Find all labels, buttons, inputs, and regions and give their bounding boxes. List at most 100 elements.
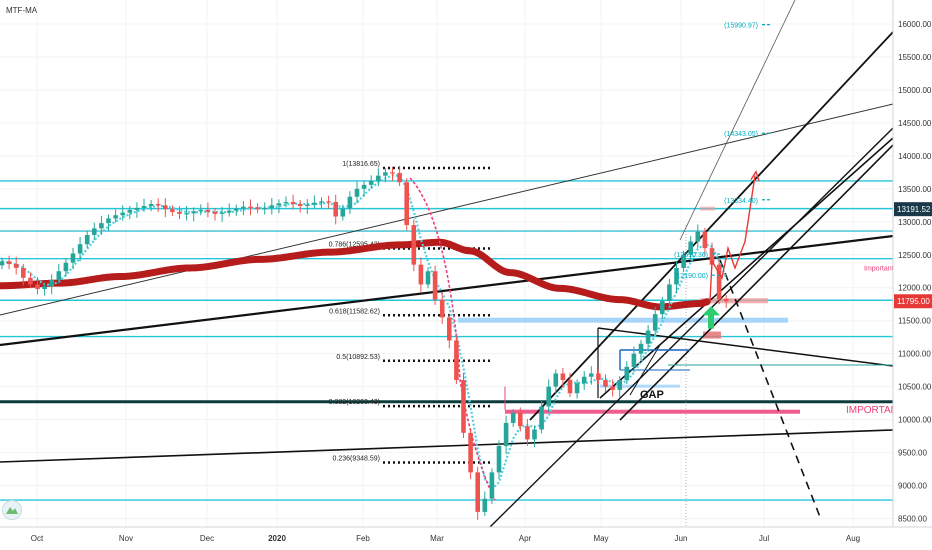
indicator-label[interactable]: MTF-MA [6, 6, 38, 15]
candle [503, 415, 509, 454]
candle [49, 274, 54, 295]
candle [163, 198, 168, 218]
fib-level-label: 0.236(9348.59) [333, 456, 380, 463]
candle [418, 257, 424, 293]
candle-body [191, 211, 196, 214]
candle [532, 425, 537, 448]
candle [70, 247, 76, 270]
candle [106, 214, 111, 232]
important-label: IMPORTANT [846, 405, 904, 416]
candle [546, 379, 551, 412]
candle-body [283, 202, 289, 204]
price-tick-label: 8500.00 [898, 515, 927, 524]
candle [496, 440, 502, 479]
time-axis[interactable]: Oct Nov Dec 2020 Feb Mar Apr May Jun Jul Aug [0, 526, 932, 550]
gap-annotation: GAP [640, 389, 664, 401]
candle-body [35, 284, 40, 290]
projection-label: (12190.00) [674, 273, 708, 280]
candle-body [49, 279, 54, 287]
price-tick-label: 13000.00 [898, 218, 932, 227]
candle-body [447, 317, 452, 341]
time-tick-label: 2020 [268, 534, 286, 543]
candle-body [631, 353, 637, 367]
price-tick-label: 9500.00 [898, 449, 927, 458]
candle-body [596, 373, 601, 381]
forecast-arrow [750, 170, 760, 182]
candle-body [77, 244, 83, 254]
candle-body [0, 261, 5, 266]
candle [241, 201, 246, 216]
candle-body [127, 209, 133, 213]
price-label-box [894, 202, 932, 217]
candle-body [13, 263, 19, 268]
candle-body [411, 225, 417, 265]
price-label-text: 13191.52 [897, 205, 931, 214]
important-annotation: Important [864, 266, 894, 273]
candle [539, 400, 544, 434]
candle [681, 250, 686, 272]
candle [624, 361, 630, 384]
time-tick-label: Apr [519, 534, 532, 543]
candle [177, 206, 182, 220]
candle-body [617, 380, 622, 390]
candle [617, 376, 622, 398]
candle-body [63, 262, 69, 272]
time-tick-label: Aug [846, 534, 860, 543]
time-tick-label: Oct [31, 534, 44, 543]
candle [553, 369, 559, 394]
candle [454, 334, 459, 384]
candle-body [241, 206, 246, 209]
price-tick-label: 14000.00 [898, 152, 932, 161]
candle [184, 205, 189, 221]
candle-body [297, 203, 303, 206]
candle [333, 194, 338, 225]
candle-body [148, 203, 154, 206]
price-tick-label: 12000.00 [898, 284, 932, 293]
candle-body [70, 253, 76, 263]
price-axis-bg [893, 0, 932, 550]
candle [638, 339, 644, 361]
candle [219, 206, 225, 222]
channel-top [529, 31, 894, 421]
fib-retracement: 1(13816.65) 0.786(12595.42) 0.618(11582.62… [329, 161, 490, 464]
channel-base [489, 127, 894, 528]
candle-body [688, 241, 693, 255]
candle-body [21, 267, 26, 278]
candle-body [141, 205, 147, 208]
candle [99, 215, 104, 235]
projection-label: (12510.36) [674, 252, 708, 259]
candle [269, 198, 275, 215]
candle [688, 235, 693, 261]
price-tick-label: 10000.00 [898, 416, 932, 425]
candle-body [503, 422, 509, 446]
important-zone [505, 409, 800, 414]
logo-icon [6, 507, 18, 514]
candle-body [376, 175, 381, 181]
time-tick-label: May [593, 534, 608, 543]
candle-body [610, 386, 615, 390]
candle-body [510, 413, 516, 423]
price-axis[interactable]: 8500.00 9000.00 9500.00 10000.00 10500.00 110… [892, 0, 932, 550]
time-tick-label: Feb [356, 534, 370, 543]
candle-body [276, 203, 282, 206]
candle-body [42, 286, 47, 290]
long-trendline-thin [0, 103, 894, 316]
candle-body [234, 208, 239, 211]
steep-fan-line [679, 0, 796, 241]
candle [148, 200, 154, 212]
candle-body [681, 254, 686, 268]
candle-body [219, 212, 225, 214]
candle-body [290, 202, 296, 204]
candle-body [368, 180, 374, 185]
candle-body [645, 330, 651, 344]
candle-body [390, 172, 395, 174]
candle [596, 369, 601, 384]
tradingview-logo[interactable] [2, 500, 22, 520]
candle-body [155, 203, 161, 206]
candle [13, 256, 19, 275]
chart-grid [0, 0, 893, 527]
fib-level-label: 1(13816.65) [342, 161, 380, 168]
buy-arrow [702, 306, 720, 329]
drawn-trendlines [0, 0, 894, 528]
